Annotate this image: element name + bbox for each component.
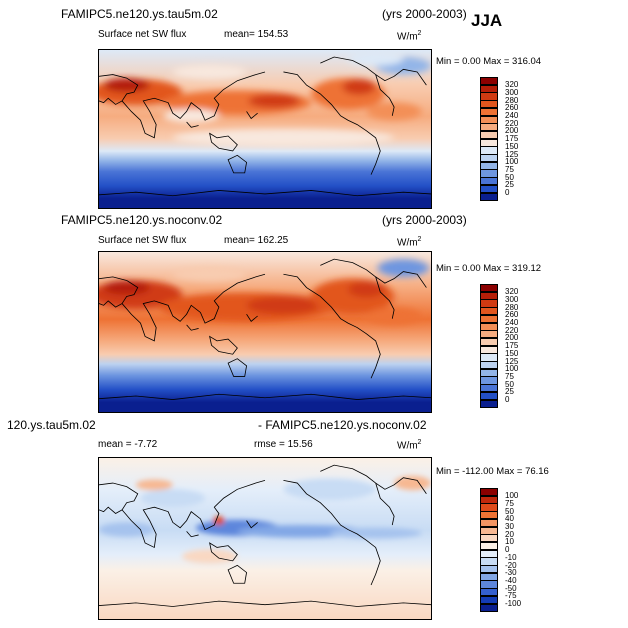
season-label: JJA [471, 11, 503, 30]
panel3-map [98, 457, 432, 620]
panel2-field [99, 259, 430, 325]
colorbar-tick-label: 300 [505, 87, 519, 97]
colorbar-tick-label: 175 [505, 341, 519, 351]
colorbar-tick-label: -100 [505, 599, 522, 608]
colorbar-tick-label: -50 [505, 583, 517, 593]
panel3-minmax: Min = -112.00 Max = 76.16 [436, 466, 549, 477]
colorbar-tick-label: 125 [505, 149, 519, 159]
colorbar-tick-label: 75 [505, 164, 514, 174]
colorbar-tick-label: 150 [505, 348, 519, 358]
panel1-mean: mean= 154.53 [224, 29, 289, 40]
panel3-title-right: - FAMIPC5.ne120.ys.noconv.02 [258, 418, 427, 432]
colorbar-tick-label: 280 [505, 95, 519, 105]
colorbar-tick-label: 50 [505, 506, 514, 516]
colorbar-tick-label: 25 [505, 387, 514, 397]
colorbar-tick-label: 240 [505, 318, 519, 327]
colorbar-tick-label: 50 [505, 172, 514, 182]
panel1-coastlines [99, 56, 431, 197]
panel1-field [99, 51, 431, 147]
colorbar-tick-label: 300 [505, 294, 519, 304]
colorbar-tick-label: 75 [505, 498, 514, 508]
colorbar-tick-label: -30 [505, 568, 517, 578]
panel2-title-right: (yrs 2000-2003) [382, 213, 467, 227]
panel2-variable: Surface net SW flux [98, 235, 187, 246]
colorbar-tick-label: 280 [505, 302, 519, 312]
colorbar-tick-label: 100 [505, 157, 519, 167]
panel1-title-left: FAMIPC5.ne120.ys.tau5m.02 [61, 7, 218, 21]
colorbar-tick-label: -10 [505, 552, 517, 562]
colorbar-tick-label: 200 [505, 333, 519, 343]
colorbar-tick-label: 20 [505, 529, 514, 539]
colorbar-tick-label: 75 [505, 371, 514, 381]
colorbar-tick-label: 320 [505, 80, 519, 90]
colorbar-box [480, 192, 498, 201]
panel2-map [98, 251, 432, 413]
panel1-units: W/m2 [397, 30, 422, 43]
colorbar-tick-label: 50 [505, 379, 514, 389]
panel3-rmse: rmse = 15.56 [254, 439, 313, 450]
panel3-coastlines [99, 464, 431, 607]
panel3-units: W/m2 [397, 439, 422, 452]
colorbar-tick-label: -40 [505, 575, 517, 585]
colorbar-tick-label: 220 [505, 325, 519, 335]
panel1-variable: Surface net SW flux [98, 29, 187, 40]
colorbar-tick-label: 240 [505, 111, 519, 120]
colorbar-tick-label: 0 [505, 395, 510, 404]
panel2-minmax: Min = 0.00 Max = 319.12 [436, 263, 542, 274]
colorbar-tick-label: 25 [505, 180, 514, 190]
colorbar-tick-label: 320 [505, 287, 519, 297]
colorbar-tick-label: 30 [505, 522, 514, 531]
panel2-mean: mean= 162.25 [224, 235, 289, 246]
colorbar-tick-label: 10 [505, 537, 514, 547]
colorbar-tick-label: 100 [505, 491, 519, 501]
colorbar-tick-label: 260 [505, 310, 519, 320]
panel2-title-left: FAMIPC5.ne120.ys.noconv.02 [61, 213, 223, 227]
colorbar-tick-label: 100 [505, 364, 519, 374]
panel3-mean: mean = -7.72 [98, 439, 158, 450]
colorbar-tick-label: 175 [505, 134, 519, 144]
panel1-minmax: Min = 0.00 Max = 316.04 [436, 56, 542, 67]
colorbar-tick-label: 0 [505, 188, 510, 197]
colorbar-tick-label: 150 [505, 141, 519, 151]
panel1-map [98, 49, 432, 209]
colorbar-tick-label: 0 [505, 545, 510, 555]
colorbar-tick-label: -20 [505, 560, 517, 570]
colorbar-tick-label: 220 [505, 118, 519, 128]
colorbar-box [480, 399, 498, 408]
panel1-title-right: (yrs 2000-2003) [382, 7, 467, 21]
colorbar-tick-label: 40 [505, 514, 514, 524]
panel2-coastlines [99, 258, 431, 400]
panel2-units: W/m2 [397, 236, 422, 249]
colorbar-box [480, 603, 498, 612]
colorbar-tick-label: 125 [505, 356, 519, 366]
colorbar-tick-label: 260 [505, 103, 519, 113]
panel3-title-left: 120.ys.tau5m.02 [7, 418, 96, 432]
colorbar-tick-label: 200 [505, 126, 519, 136]
colorbar-tick-label: -75 [505, 591, 517, 601]
